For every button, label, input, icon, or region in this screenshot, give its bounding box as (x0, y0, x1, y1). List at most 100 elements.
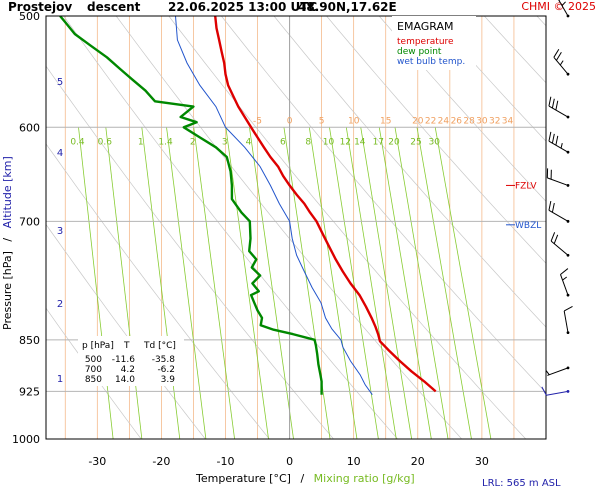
header-credit: CHMI © 2025 (521, 0, 596, 13)
isotherm-label: 30 (476, 116, 488, 126)
isotherm-label: 28 (463, 116, 475, 126)
pressure-tick-labels: 500 600 700 850 925 1000 (12, 10, 40, 446)
pressure-tick-label: 925 (19, 385, 40, 398)
plot-frame (45, 15, 547, 440)
mixing-ratio-line (283, 127, 331, 439)
wind-barb (548, 96, 570, 119)
dry-adiabat-line (378, 16, 546, 202)
mixing-ratio-line (78, 127, 114, 439)
dry-adiabat-line (273, 16, 546, 328)
dry-adiabat-line (484, 16, 546, 84)
mixing-ratio-line (329, 127, 379, 439)
mixing-ratio-line (345, 127, 397, 439)
dry-adiabat-line (46, 143, 270, 439)
legend-dew-point: dew point (397, 47, 442, 57)
isotherm-label: 26 (451, 116, 463, 126)
mixing-ratio-label: 30 (428, 137, 440, 147)
dry-adiabat-line (115, 16, 462, 439)
mixing-ratio-label: 3 (222, 137, 228, 147)
mixing-ratio-label: 1 (138, 137, 144, 147)
table-cell: 4.2 (121, 365, 135, 375)
table-cell: 850 (85, 375, 102, 385)
legend-box (392, 16, 476, 70)
isotherm-label: 32 (489, 116, 500, 126)
header-coords: 48.90N,17.62E (298, 0, 397, 14)
altitude-tick-label: 1 (57, 374, 63, 385)
profiles (59, 16, 437, 395)
isotherm-label: 20 (412, 116, 424, 126)
mixing-ratio-label: 4 (246, 137, 252, 147)
mixing-ratio-label: 1.4 (158, 137, 173, 147)
dry-adiabat-line (431, 16, 546, 142)
mixing-ratio-label: 2 (190, 137, 196, 147)
isotherm-label: 0 (287, 116, 293, 126)
wbzl-label: WBZL (515, 221, 541, 231)
mixing-ratio-label: 14 (354, 137, 366, 147)
altitude-tick-label: 4 (57, 148, 63, 159)
temperature-line (214, 16, 437, 393)
wind-barb (541, 386, 570, 396)
temperature-tick-label: -10 (217, 455, 235, 468)
pressure-tick-label: 1000 (12, 433, 40, 446)
y-axis-label: Pressure [hPa] (1, 251, 14, 330)
table-cell: -6.2 (157, 365, 175, 375)
mixing-ratio-label: 17 (373, 137, 384, 147)
mixing-ratio-line (434, 127, 492, 439)
mixing-ratio-label: 0.4 (70, 137, 85, 147)
altitude-tick-label: 3 (57, 226, 63, 237)
pressure-tick-label: 850 (19, 334, 40, 347)
chart-title: EMAGRAM (397, 20, 454, 33)
mixing-ratio-label: 25 (410, 137, 421, 147)
wind-barbs (541, 0, 573, 396)
temperature-tick-label: 30 (475, 455, 489, 468)
altitude-tick-labels: 5 4 3 2 1 (57, 77, 63, 385)
isotherm-label: 15 (380, 116, 391, 126)
temperature-tick-label: 10 (347, 455, 361, 468)
mixing-ratio-label: 20 (388, 137, 400, 147)
data-table: p [hPa] T Td [°C] 500 -11.6 -35.8 700 4.… (78, 336, 184, 386)
mixing-ratio-line (308, 127, 358, 439)
level-wbzl: WBZL (506, 221, 541, 231)
mixing-ratio-lines (78, 127, 492, 439)
y-axis-title: Pressure [hPa] / Altitude [km] (1, 156, 14, 330)
pressure-tick-label: 600 (19, 121, 40, 134)
table-header-t: T (123, 341, 130, 351)
mixing-ratio-label: 8 (305, 137, 311, 147)
isotherm-label: 34 (502, 116, 514, 126)
isotherm-label: 5 (319, 116, 325, 126)
wind-barb (560, 268, 570, 297)
temperature-tick-label: -30 (88, 455, 106, 468)
table-header-p: p [hPa] (82, 341, 114, 351)
mixing-ratio-line (141, 127, 181, 439)
isotherm-labels: -5 0 5 10 15 20 22 24 26 28 30 32 34 (253, 116, 513, 126)
isotherm-label: -5 (253, 116, 262, 126)
legend-wet-bulb: wet bulb temp. (397, 57, 465, 67)
wind-barb (563, 305, 573, 334)
temperature-tick-label: 20 (411, 455, 425, 468)
mixing-ratio-label: 6 (280, 137, 286, 147)
mixing-ratio-line (225, 127, 269, 439)
x-axis-label: Temperature [°C] (195, 472, 291, 485)
x-axis-separator: / (300, 472, 304, 485)
table-cell: 14.0 (115, 375, 135, 385)
mixing-ratio-labels: 0.4 0.6 1 1.4 2 3 4 6 8 10 12 14 17 20 25 30 (70, 137, 440, 147)
level-fzlv: FZLV (506, 181, 537, 191)
mixing-ratio-line (105, 127, 143, 439)
isotherm-label: 22 (425, 116, 436, 126)
x-axis-title: Temperature [°C] / Mixing ratio [g/kg] (195, 472, 415, 485)
pressure-tick-label: 700 (19, 215, 40, 228)
table-cell: 3.9 (161, 375, 176, 385)
dry-adiabat-line (221, 16, 546, 394)
data-table-box (78, 336, 184, 386)
altitude-tick-label: 2 (57, 299, 63, 310)
temperature-tick-label: -20 (152, 455, 170, 468)
wind-barb (548, 200, 570, 223)
wind-barb (545, 366, 570, 376)
dry-adiabat-line (63, 16, 398, 439)
dry-adiabat-line (168, 16, 527, 439)
legend-temperature: temperature (397, 37, 454, 47)
temperature-tick-labels: -30 -20 -10 0 10 20 30 (88, 455, 489, 468)
mixing-ratio-label: 12 (340, 137, 351, 147)
wind-barb (558, 0, 570, 18)
